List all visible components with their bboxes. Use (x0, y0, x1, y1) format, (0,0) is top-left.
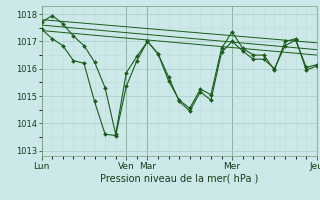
X-axis label: Pression niveau de la mer( hPa ): Pression niveau de la mer( hPa ) (100, 173, 258, 183)
